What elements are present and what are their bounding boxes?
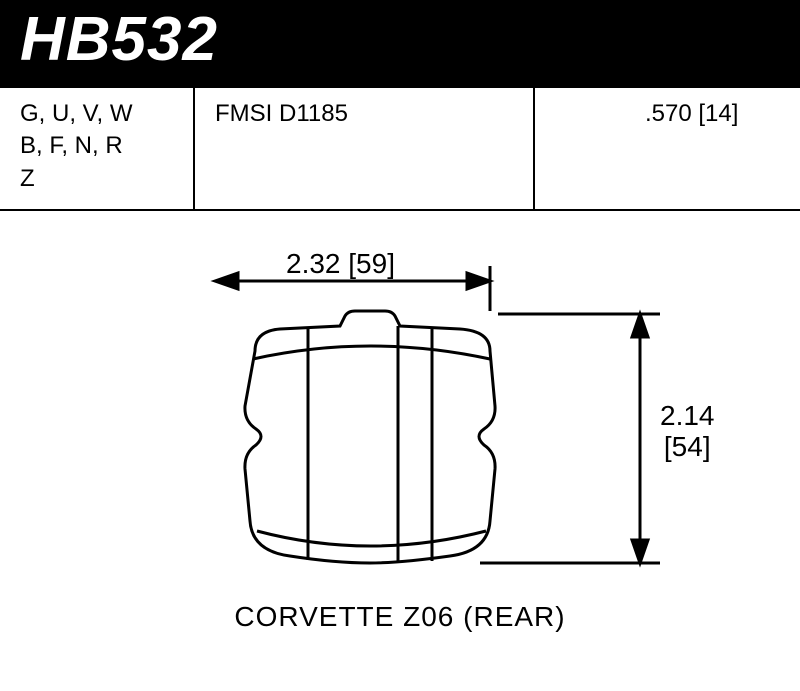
fmsi-cell: FMSI D1185 [195,88,535,209]
part-number-header: HB532 [0,0,800,88]
caption-text: CORVETTE Z06 (REAR) [234,601,565,632]
width-dimension: 2.32 [59] [286,249,395,280]
info-row: G, U, V, W B, F, N, R Z FMSI D1185 .570 … [0,88,800,211]
codes-line: G, U, V, W [20,98,177,130]
height-dimension: 2.14 [54] [660,401,715,463]
height-in: 2.14 [660,401,715,432]
height-mm: [54] [660,432,715,463]
thickness-cell: .570 [14] [535,88,800,209]
codes-line: B, F, N, R [20,130,177,162]
diagram-area: 2.32 [59] 2.14 [54] CORVETTE Z06 (REAR) [0,211,800,651]
codes-line: Z [20,163,177,195]
width-mm: [59] [348,248,395,279]
part-number: HB532 [20,5,218,74]
width-in: 2.32 [286,248,341,279]
fmsi-code: FMSI D1185 [215,100,348,127]
product-caption: CORVETTE Z06 (REAR) [0,601,800,633]
compound-codes-cell: G, U, V, W B, F, N, R Z [0,88,195,209]
thickness-value: .570 [14] [645,100,738,127]
